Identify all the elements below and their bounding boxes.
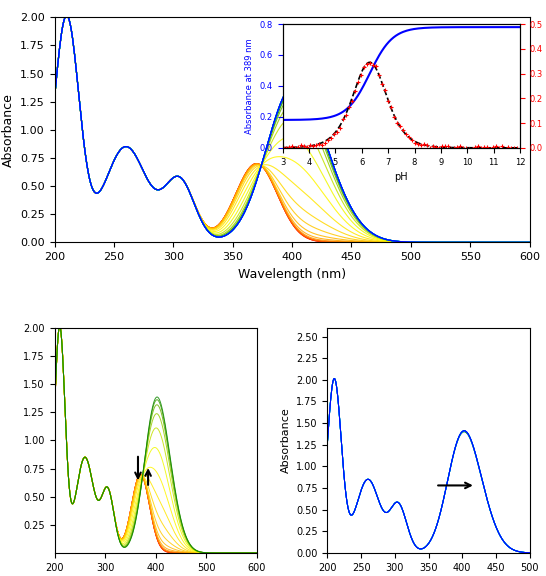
X-axis label: Wavelength (nm): Wavelength (nm): [238, 268, 346, 281]
Y-axis label: Absorbance: Absorbance: [2, 93, 15, 167]
Y-axis label: Absorbance: Absorbance: [281, 408, 290, 473]
Y-axis label: Derivative: Derivative: [545, 64, 546, 108]
